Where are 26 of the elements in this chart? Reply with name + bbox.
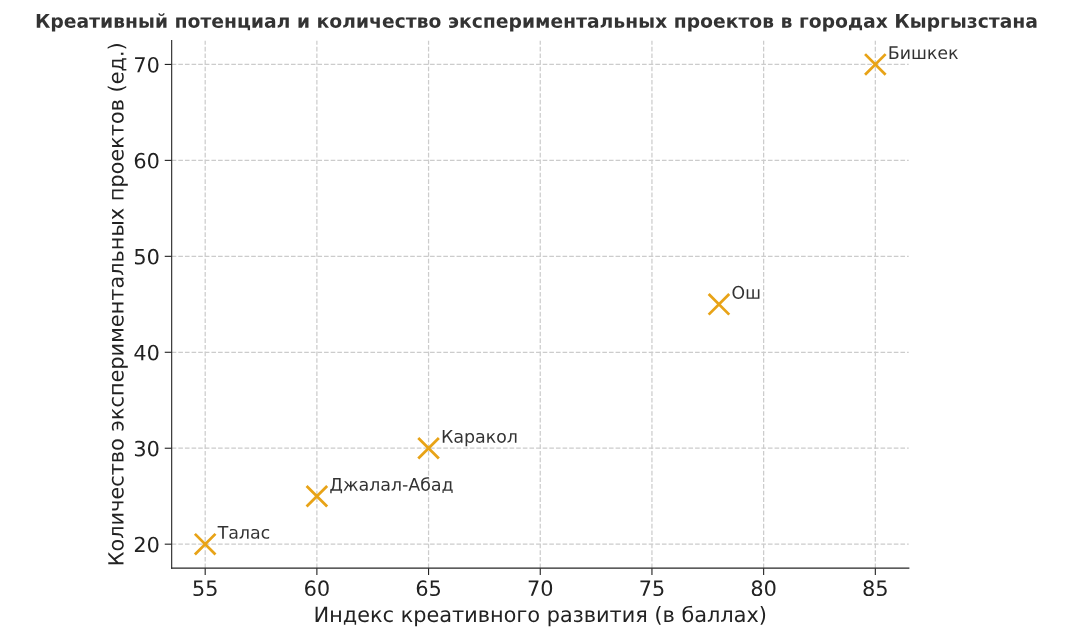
- x-tick-label: 70: [528, 580, 553, 597]
- point: [305, 484, 329, 508]
- x-tick-label: 60: [305, 580, 329, 597]
- annotation: Бишкек: [889, 46, 958, 60]
- point: [863, 52, 888, 77]
- point: [416, 436, 441, 460]
- y-tick-label: 30: [134, 440, 159, 457]
- x-tick-label: 75: [640, 580, 664, 597]
- y-tick-label: 20: [134, 536, 159, 553]
- x-tick-label: 85: [863, 580, 887, 597]
- x-tick-label: 65: [416, 580, 440, 597]
- y-tick-label: 40: [134, 344, 159, 361]
- chart-title: Креативный потенциал и количество экспериментальных проектов в городах Кыргызстана: [36, 13, 1037, 32]
- x-tick-label: 55: [193, 580, 217, 597]
- x-axis-title: Индекс креативного развития (в баллах): [315, 605, 766, 627]
- annotation: Каракол: [442, 430, 517, 447]
- annotation: Джалал-Абад: [330, 477, 453, 494]
- y-axis-title: Количество экспериментальных проектов (ед.): [107, 44, 128, 565]
- y-tick-label: 50: [134, 248, 159, 265]
- annotation: Талас: [217, 525, 270, 539]
- y-tick-label: 70: [135, 56, 159, 73]
- annotation: Ош: [732, 285, 760, 299]
- y-tick-label: 60: [134, 152, 159, 169]
- point: [193, 532, 217, 556]
- x-tick-label: 80: [751, 580, 776, 597]
- point: [707, 292, 731, 316]
